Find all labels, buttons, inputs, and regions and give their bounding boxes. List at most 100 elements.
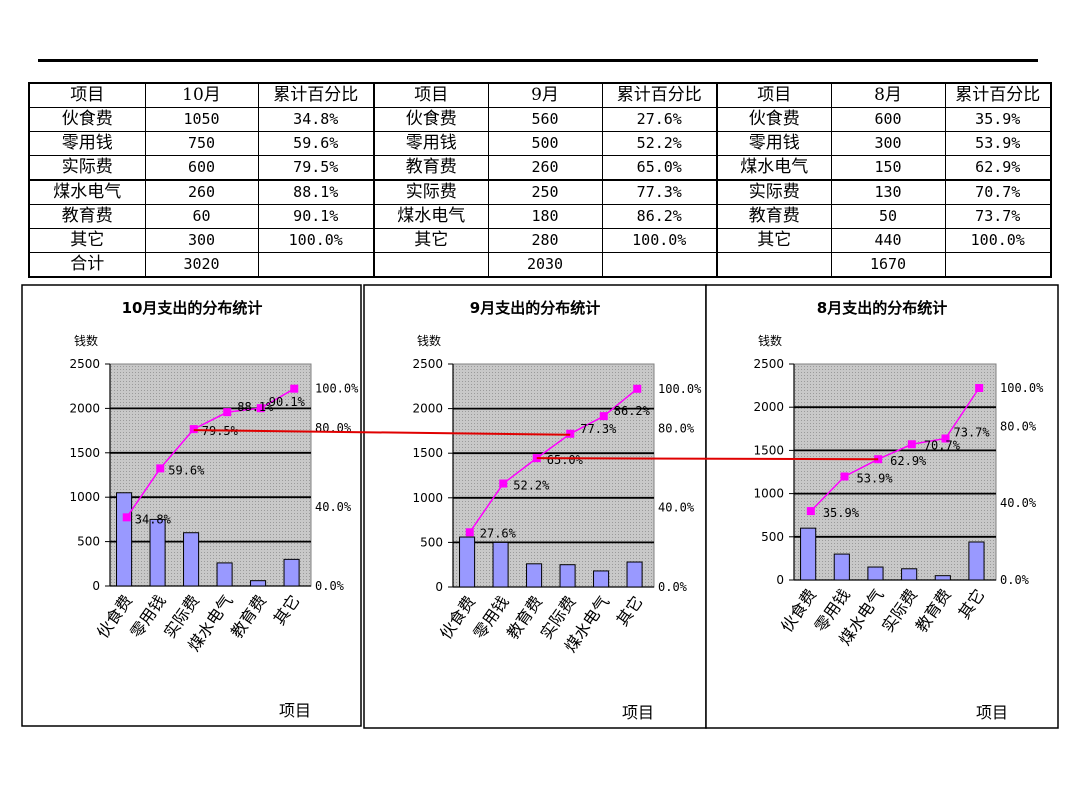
- table-cell: 60: [144, 203, 259, 229]
- cumulative-point: [599, 412, 608, 421]
- table-header-cell: 项目: [373, 82, 489, 109]
- table-cell: 65.0%: [601, 154, 718, 181]
- cumulative-label: 35.9%: [823, 506, 860, 520]
- cumulative-point: [290, 384, 299, 393]
- y-axis-label: 钱数: [74, 333, 98, 348]
- table-cell: 34.8%: [257, 107, 375, 132]
- x-axis-label: 项目: [622, 703, 654, 722]
- table-cell: 77.3%: [601, 178, 718, 205]
- table-cell: 100.0%: [601, 227, 718, 253]
- cumulative-label: 52.2%: [513, 479, 550, 493]
- y2-tick-label: 40.0%: [1000, 496, 1037, 510]
- table-header-cell: 项目: [716, 82, 832, 109]
- cumulative-point: [499, 479, 508, 488]
- y-tick-label: 1500: [753, 443, 784, 457]
- table-cell: 260: [487, 154, 603, 181]
- table-cell: 100.0%: [257, 227, 375, 253]
- y2-tick-label: 80.0%: [658, 421, 695, 435]
- table-cell: 教育费: [373, 154, 489, 181]
- y-tick-label: 2500: [412, 357, 443, 371]
- bar: [934, 575, 951, 581]
- table-header-cell: 10月: [144, 82, 259, 109]
- cumulative-point: [256, 404, 265, 413]
- table-cell: 88.1%: [257, 178, 375, 205]
- table-cell: 59.6%: [257, 130, 375, 156]
- chart-title: 8月支出的分布统计: [817, 299, 947, 317]
- cumulative-point: [633, 384, 642, 393]
- cumulative-point: [806, 507, 815, 516]
- table-cell: 750: [144, 130, 259, 156]
- y-axis-label: 钱数: [417, 333, 441, 348]
- bar: [283, 558, 300, 587]
- cumulative-label: 65.0%: [547, 453, 584, 467]
- bar: [559, 564, 576, 588]
- plot-area: [793, 363, 997, 581]
- y2-tick-label: 0.0%: [658, 580, 688, 594]
- bar: [593, 570, 610, 588]
- cumulative-label: 34.8%: [135, 512, 172, 526]
- table-cell: 50: [830, 203, 946, 229]
- bar: [216, 562, 233, 587]
- table-cell: 伙食费: [28, 107, 146, 132]
- y-tick-label: 1500: [412, 446, 443, 460]
- table-header-cell: 累计百分比: [257, 82, 375, 109]
- table-cell: 1670: [830, 251, 946, 278]
- table-cell: 280: [487, 227, 603, 253]
- table-cell: 600: [144, 154, 259, 181]
- table-cell: 伙食费: [716, 107, 832, 132]
- bar: [492, 541, 509, 588]
- y-tick-label: 0: [435, 580, 443, 594]
- y2-tick-label: 40.0%: [315, 500, 352, 514]
- bar: [526, 563, 543, 588]
- y-tick-label: 500: [77, 535, 100, 549]
- table-cell: 3020: [144, 251, 259, 278]
- cumulative-point: [122, 513, 131, 522]
- table-cell: 教育费: [716, 203, 832, 229]
- table-cell: 62.9%: [944, 154, 1052, 181]
- table-cell: 440: [830, 227, 946, 253]
- y-tick-label: 1000: [412, 491, 443, 505]
- bar: [183, 532, 200, 587]
- y-tick-label: 500: [420, 535, 443, 549]
- table-header-cell: 项目: [28, 82, 146, 109]
- cumulative-line: [126, 388, 295, 518]
- connector-line: [536, 457, 879, 461]
- table-cell: 53.9%: [944, 130, 1052, 156]
- cumulative-label: 59.6%: [168, 463, 205, 477]
- cumulative-label: 86.2%: [614, 404, 651, 418]
- y2-tick-label: 100.0%: [1000, 381, 1044, 395]
- y2-tick-label: 100.0%: [315, 382, 359, 396]
- bar: [800, 527, 817, 581]
- y2-tick-label: 0.0%: [1000, 573, 1030, 587]
- table-cell: 其它: [373, 227, 489, 253]
- top-divider-line: [38, 59, 1038, 62]
- table-cell: 150: [830, 154, 946, 181]
- table-cell: 100.0%: [944, 227, 1052, 253]
- table-cell: 73.7%: [944, 203, 1052, 229]
- table-cell: [716, 251, 832, 278]
- table-cell: 实际费: [716, 178, 832, 205]
- y2-tick-label: 100.0%: [658, 382, 702, 396]
- y-tick-label: 1000: [753, 487, 784, 501]
- bar: [833, 553, 850, 581]
- cumulative-label: 90.1%: [269, 395, 306, 409]
- table-cell: [601, 251, 718, 278]
- table-row: 教育费 60 90.1% 煤水电气 180 86.2% 教育费 50 73.7%: [28, 203, 1052, 229]
- bar: [459, 536, 476, 588]
- y2-tick-label: 40.0%: [658, 501, 695, 515]
- bar: [901, 568, 918, 581]
- table-cell: 煤水电气: [373, 203, 489, 229]
- table-cell: 300: [144, 227, 259, 253]
- table-cell: 其它: [716, 227, 832, 253]
- table-cell: 500: [487, 130, 603, 156]
- table-cell: 600: [830, 107, 946, 132]
- y2-tick-label: 0.0%: [315, 579, 345, 593]
- cumulative-point: [156, 464, 165, 473]
- chart-title: 10月支出的分布统计: [122, 299, 263, 317]
- bar: [250, 580, 267, 587]
- y-tick-label: 1000: [69, 490, 100, 504]
- table-cell: 煤水电气: [28, 178, 146, 205]
- table-cell: 560: [487, 107, 603, 132]
- cumulative-point: [975, 384, 984, 392]
